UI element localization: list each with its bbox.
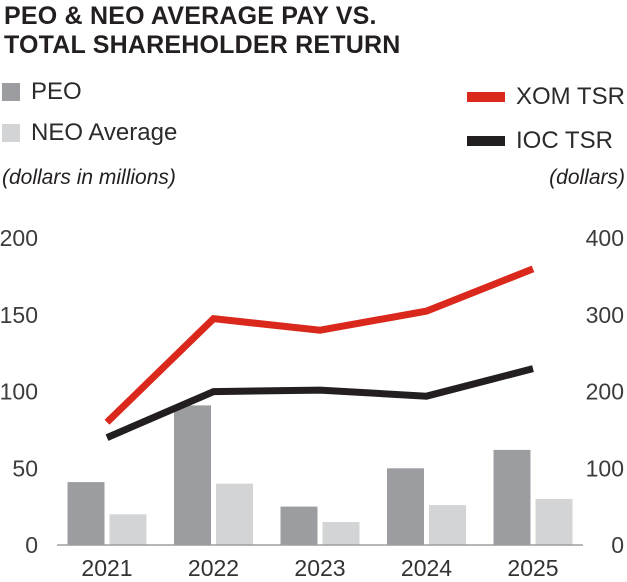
legend-ioc-label: IOC TSR — [516, 127, 613, 154]
legend-item-ioc-tsr: IOC TSR — [467, 127, 613, 155]
neo-bar-2025 — [535, 499, 573, 545]
neo-swatch-icon — [2, 124, 20, 142]
right-axis-tick-200: 200 — [586, 379, 624, 405]
left-axis-tick-100: 100 — [0, 379, 38, 405]
right-axis-unit-label: (dollars) — [549, 166, 625, 189]
left-axis-tick-50: 50 — [12, 455, 38, 481]
ioc-tsr-line — [105, 365, 534, 441]
legend-item-peo: PEO — [2, 78, 82, 106]
chart-title: PEO & NEO AVERAGE PAY VS. TOTAL SHAREHOL… — [4, 2, 400, 60]
left-axis-tick-150: 150 — [0, 302, 38, 328]
peo-swatch-icon — [2, 83, 20, 101]
legend-item-xom-tsr: XOM TSR — [467, 83, 625, 111]
chart-title-line1: PEO & NEO AVERAGE PAY VS. — [4, 2, 377, 30]
ioc-line-swatch-icon — [467, 136, 505, 146]
left-axis-unit-label: (dollars in millions) — [2, 166, 176, 189]
peo-bar-2022 — [174, 405, 211, 545]
legend-xom-label: XOM TSR — [516, 83, 625, 110]
pay-vs-tsr-chart: 0 50 100 150 200 0 100 200 300 400 2021 2022 2023 202… — [0, 225, 624, 581]
neo-bar-2022 — [216, 483, 253, 545]
peo-bar-2023 — [280, 506, 318, 545]
right-axis-tick-400: 400 — [586, 225, 624, 251]
neo-bar-2021 — [109, 514, 147, 545]
x-axis-label-2022: 2022 — [188, 555, 239, 581]
x-axis-label-2024: 2024 — [401, 555, 452, 581]
xom-line-swatch-icon — [467, 92, 505, 102]
left-axis-tick-0: 0 — [25, 532, 38, 558]
neo-bar-2024 — [429, 505, 466, 545]
legend-item-neo: NEO Average — [2, 119, 177, 147]
peo-bar-2024 — [387, 468, 424, 545]
xom-tsr-line — [104, 265, 535, 425]
x-axis-label-2023: 2023 — [294, 555, 345, 581]
chart-title-line2: TOTAL SHAREHOLDER RETURN — [4, 31, 401, 59]
peo-bar-2021 — [67, 482, 105, 545]
neo-bar-2023 — [322, 522, 360, 545]
right-axis-tick-300: 300 — [586, 302, 624, 328]
peo-bar-2025 — [493, 449, 531, 545]
x-axis-label-2025: 2025 — [507, 555, 558, 581]
legend-neo-label: NEO Average — [31, 119, 178, 146]
x-axis-label-2021: 2021 — [81, 555, 132, 581]
right-axis-tick-0: 0 — [611, 532, 624, 558]
legend-peo-label: PEO — [31, 78, 82, 105]
left-axis-tick-200: 200 — [0, 225, 38, 251]
right-axis-tick-100: 100 — [586, 455, 624, 481]
